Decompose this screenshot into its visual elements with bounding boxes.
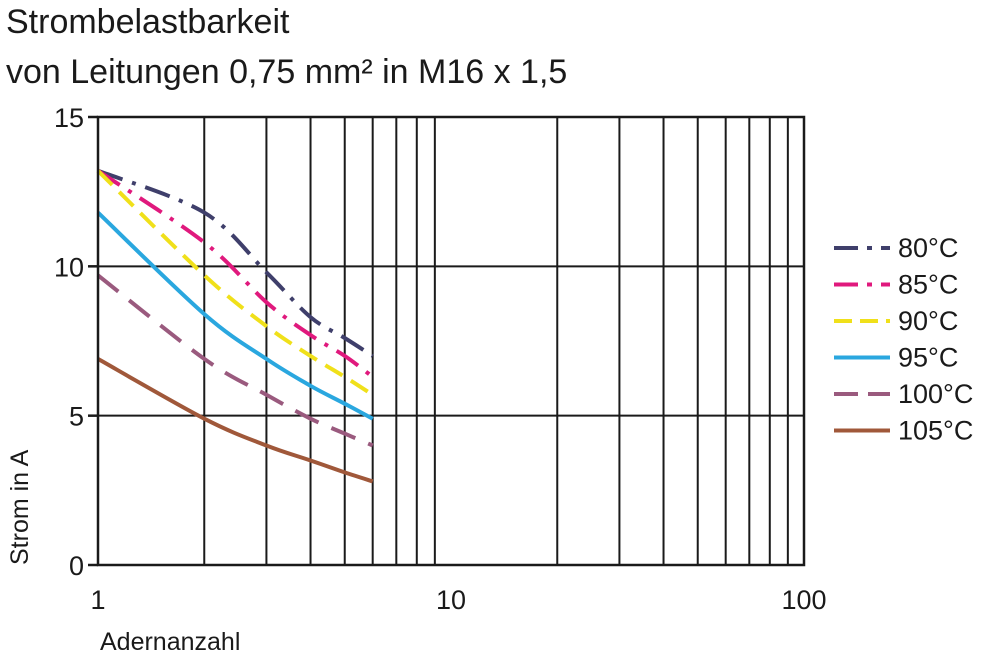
chart-grid (98, 117, 804, 565)
plot-area-border (96, 115, 806, 567)
series-line-4 (96, 273, 374, 448)
legend-label-1: 85°C (898, 270, 958, 300)
series-line-2 (96, 169, 374, 397)
y-tick-label: 5 (69, 402, 84, 432)
x-tick-label: 100 (781, 585, 826, 615)
chart-frame (96, 115, 806, 567)
chart-ticks: 0 5 10 15 1 10 100 (54, 103, 827, 615)
x-tick-label: 10 (436, 585, 466, 615)
chart-title: Strombelastbarkeit (6, 3, 290, 41)
legend-label-3: 95°C (898, 343, 958, 373)
legend-label-5: 105°C (898, 416, 973, 446)
y-axis-label: Strom in A (6, 449, 34, 565)
series-line-1 (96, 169, 374, 379)
chart-subtitle: von Leitungen 0,75 mm² in M16 x 1,5 (6, 53, 568, 91)
chart-legend: 80°C 85°C 90°C 95°C 100°C 105°C (834, 233, 973, 446)
legend-label-0: 80°C (898, 233, 958, 263)
chart-series-group (96, 168, 374, 484)
legend-label-2: 90°C (898, 306, 958, 336)
x-axis-label: Adernanzahl (100, 628, 240, 656)
series-line-3 (96, 211, 374, 421)
y-tick-label: 15 (54, 103, 84, 133)
series-line-0 (97, 168, 374, 358)
legend-label-4: 100°C (898, 379, 973, 409)
series-line-5 (97, 357, 374, 484)
y-tick-label: 10 (54, 252, 84, 282)
y-tick-label: 0 (69, 551, 84, 581)
x-tick-label: 1 (90, 585, 105, 615)
